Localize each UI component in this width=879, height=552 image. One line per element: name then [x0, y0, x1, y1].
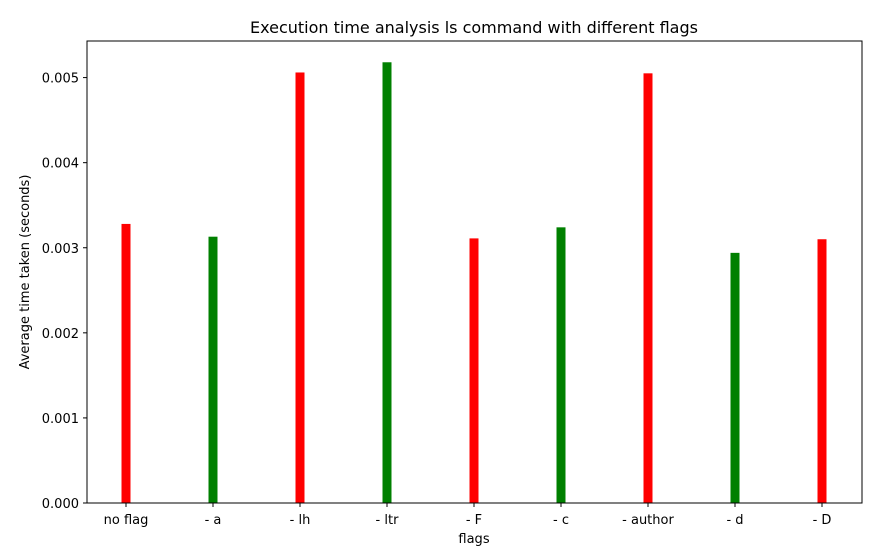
x-tick-label: - author: [622, 513, 674, 528]
x-axis: no flag - a - lh - ltr - F - c - author - d - D: [104, 503, 832, 528]
bar: [208, 236, 218, 503]
y-tick-label: 0.002: [42, 327, 79, 342]
y-axis: 0.000 0.001 0.002 0.003 0.004 0.005: [42, 72, 87, 512]
x-tick-label: no flag: [104, 513, 149, 528]
x-tick-label: - F: [466, 513, 482, 528]
chart-title: Execution time analysis ls command with …: [250, 18, 698, 37]
y-tick-label: 0.000: [42, 497, 79, 512]
y-axis-label: Average time taken (seconds): [18, 175, 33, 370]
bar: [121, 223, 131, 504]
bar: [817, 239, 827, 503]
y-tick-label: 0.005: [42, 72, 79, 87]
bar: [730, 252, 740, 503]
x-tick-label: - D: [813, 513, 832, 528]
x-axis-label: flags: [458, 532, 489, 547]
y-tick-label: 0.001: [42, 412, 79, 427]
y-tick-label: 0.003: [42, 242, 79, 257]
y-tick-label: 0.004: [42, 157, 79, 172]
x-tick-label: - c: [553, 513, 569, 528]
bars-group: [121, 62, 827, 504]
bar: [643, 73, 653, 504]
bar: [556, 227, 566, 504]
bar: [382, 62, 392, 503]
bar: [469, 238, 479, 503]
x-tick-label: - d: [726, 513, 743, 528]
x-tick-label: - ltr: [376, 513, 400, 528]
x-tick-label: - a: [205, 513, 222, 528]
x-tick-label: - lh: [290, 513, 311, 528]
bar: [295, 72, 305, 504]
